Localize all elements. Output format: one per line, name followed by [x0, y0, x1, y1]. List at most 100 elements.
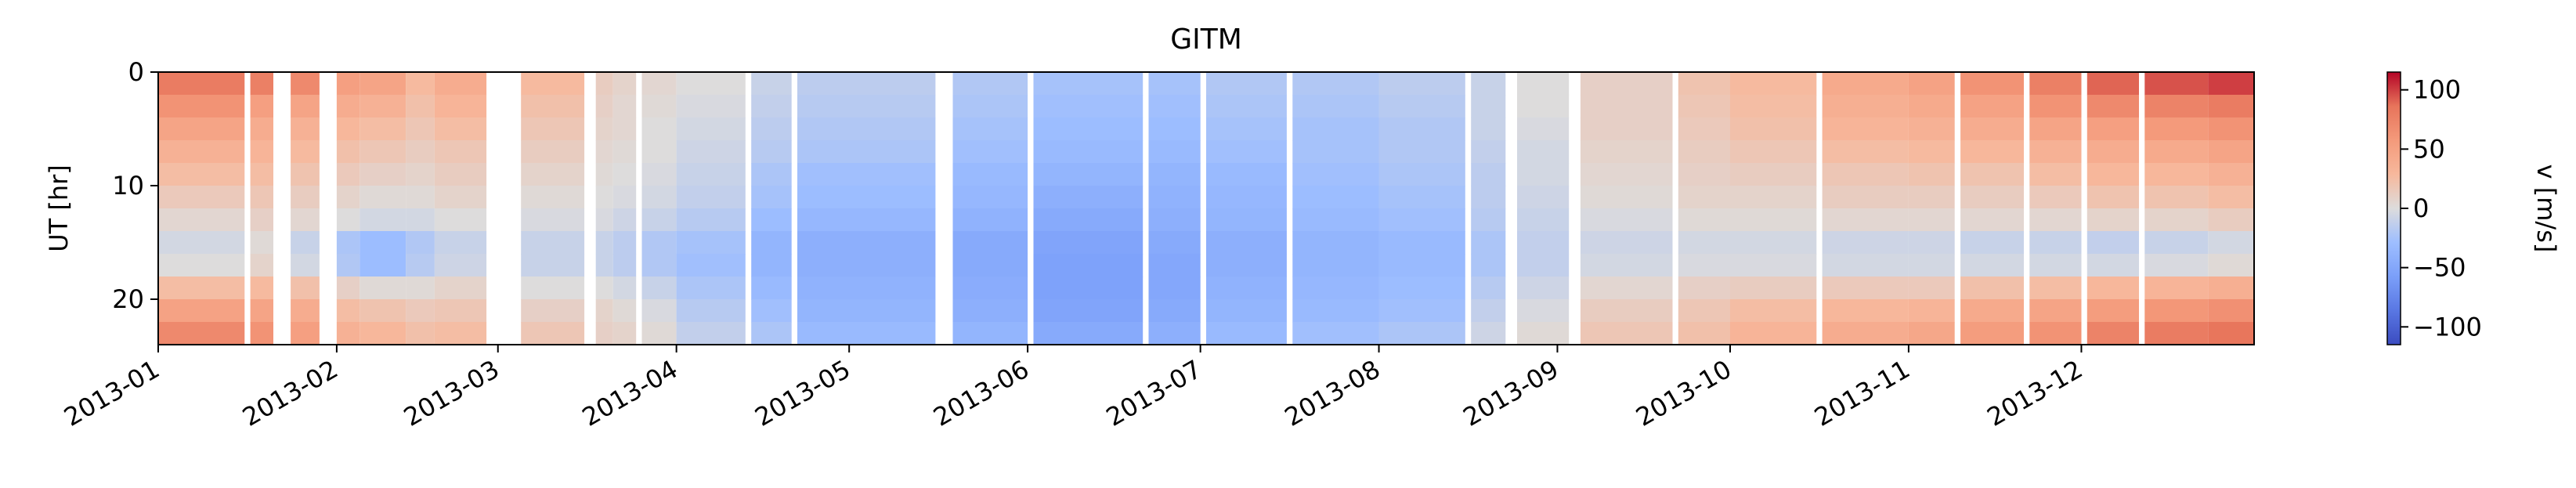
heatmap-cell-0-6	[158, 208, 245, 232]
heatmap-cell-18-5	[1292, 186, 1379, 209]
heatmap-cell-1-5	[250, 186, 273, 209]
heatmap-cell-5-8	[406, 254, 435, 277]
heatmap-cell-2-5	[291, 186, 320, 209]
heatmap-cell-3-10	[336, 299, 360, 323]
heatmap-cell-7-9	[521, 277, 585, 300]
heatmap-cell-24-0	[1730, 72, 1817, 96]
heatmap-cell-25-8	[1822, 254, 1909, 277]
heatmap-cell-16-3	[1148, 140, 1201, 164]
heatmap-cell-28-2	[2029, 117, 2082, 141]
heatmap-cell-15-1	[1033, 95, 1143, 118]
heatmap-cell-22-8	[1580, 254, 1673, 277]
heatmap-cell-2-6	[291, 208, 320, 232]
heatmap-cell-7-1	[521, 95, 585, 118]
heatmap-cell-27-8	[1960, 254, 2024, 277]
heatmap-cell-25-9	[1822, 277, 1909, 300]
heatmap-cell-20-8	[1471, 254, 1506, 277]
heatmap-cell-17-0	[1206, 72, 1287, 96]
heatmap-cell-23-2	[1678, 117, 1730, 141]
heatmap-cell-9-10	[612, 299, 637, 323]
heatmap-cell-24-10	[1730, 299, 1817, 323]
heatmap-cell-20-6	[1471, 208, 1506, 232]
heatmap-cell-31-1	[2208, 95, 2254, 118]
heatmap-cell-31-11	[2208, 322, 2254, 345]
heatmap-cell-14-5	[952, 186, 1028, 209]
heatmap-cell-9-11	[612, 322, 637, 345]
heatmap-cell-3-6	[336, 208, 360, 232]
heatmap-cell-23-7	[1678, 231, 1730, 255]
x-tick-label: 2013-01	[59, 354, 164, 432]
heatmap-cell-4-2	[359, 117, 406, 141]
heatmap-cell-6-10	[434, 299, 487, 323]
heatmap-cell-8-6	[595, 208, 613, 232]
heatmap-cell-30-0	[2144, 72, 2209, 96]
heatmap-cell-24-5	[1730, 186, 1817, 209]
heatmap-cell-20-1	[1471, 95, 1506, 118]
heatmap-cell-27-9	[1960, 277, 2024, 300]
heatmap-cell-2-9	[291, 277, 320, 300]
heatmap-cell-8-9	[595, 277, 613, 300]
heatmap-cell-20-9	[1471, 277, 1506, 300]
heatmap-cell-9-3	[612, 140, 637, 164]
heatmap-cell-12-2	[751, 117, 792, 141]
heatmap-cell-22-11	[1580, 322, 1673, 345]
heatmap-cell-19-5	[1378, 186, 1465, 209]
heatmap-cell-10-7	[641, 231, 677, 255]
heatmap-cell-11-6	[676, 208, 746, 232]
heatmap-cell-29-1	[2086, 95, 2139, 118]
heatmap-cell-17-8	[1206, 254, 1287, 277]
heatmap-cell-6-0	[434, 72, 487, 96]
heatmap-cell-3-5	[336, 186, 360, 209]
heatmap-cell-18-3	[1292, 140, 1379, 164]
heatmap-cell-14-3	[952, 140, 1028, 164]
heatmap-cell-4-0	[359, 72, 406, 96]
heatmap-cell-5-4	[406, 163, 435, 186]
heatmap-cell-21-9	[1517, 277, 1570, 300]
heatmap-cell-30-9	[2144, 277, 2209, 300]
heatmap-cell-20-2	[1471, 117, 1506, 141]
heatmap-cell-4-7	[359, 231, 406, 255]
heatmap-cell-6-11	[434, 322, 487, 345]
plot-frame	[157, 71, 2255, 345]
heatmap-cell-28-1	[2029, 95, 2082, 118]
heatmap-cell-29-6	[2086, 208, 2139, 232]
heatmap-cell-22-4	[1580, 163, 1673, 186]
heatmap-cell-8-8	[595, 254, 613, 277]
heatmap-cell-24-6	[1730, 208, 1817, 232]
y-axis-label: UT [hr]	[44, 164, 74, 252]
heatmap-cell-23-3	[1678, 140, 1730, 164]
heatmap-cell-7-2	[521, 117, 585, 141]
heatmap-cell-25-3	[1822, 140, 1909, 164]
heatmap-cell-6-7	[434, 231, 487, 255]
heatmap-cell-15-9	[1033, 277, 1143, 300]
heatmap-cell-15-2	[1033, 117, 1143, 141]
heatmap-cell-0-9	[158, 277, 245, 300]
heatmap-cell-6-5	[434, 186, 487, 209]
heatmap-cell-11-11	[676, 322, 746, 345]
heatmap-cell-17-11	[1206, 322, 1287, 345]
heatmap-cell-17-1	[1206, 95, 1287, 118]
chart-title: GITM	[1170, 23, 1242, 56]
heatmap-cell-1-8	[250, 254, 273, 277]
heatmap-cell-10-11	[641, 322, 677, 345]
heatmap-cell-9-9	[612, 277, 637, 300]
heatmap-cell-28-4	[2029, 163, 2082, 186]
heatmap-cell-31-3	[2208, 140, 2254, 164]
heatmap-cell-25-5	[1822, 186, 1909, 209]
heatmap-cell-3-9	[336, 277, 360, 300]
heatmap-cell-2-1	[291, 95, 320, 118]
heatmap-cell-26-7	[1908, 231, 1955, 255]
heatmap-cell-15-8	[1033, 254, 1143, 277]
heatmap-cell-18-8	[1292, 254, 1379, 277]
heatmap-cell-0-4	[158, 163, 245, 186]
heatmap-cell-15-11	[1033, 322, 1143, 345]
heatmap-cell-3-11	[336, 322, 360, 345]
heatmap-cell-8-10	[595, 299, 613, 323]
heatmap-cell-18-0	[1292, 72, 1379, 96]
heatmap-cell-27-1	[1960, 95, 2024, 118]
heatmap-cell-26-0	[1908, 72, 1955, 96]
heatmap-cell-0-1	[158, 95, 245, 118]
heatmap-cell-26-3	[1908, 140, 1955, 164]
heatmap-cell-8-0	[595, 72, 613, 96]
heatmap-cell-14-6	[952, 208, 1028, 232]
